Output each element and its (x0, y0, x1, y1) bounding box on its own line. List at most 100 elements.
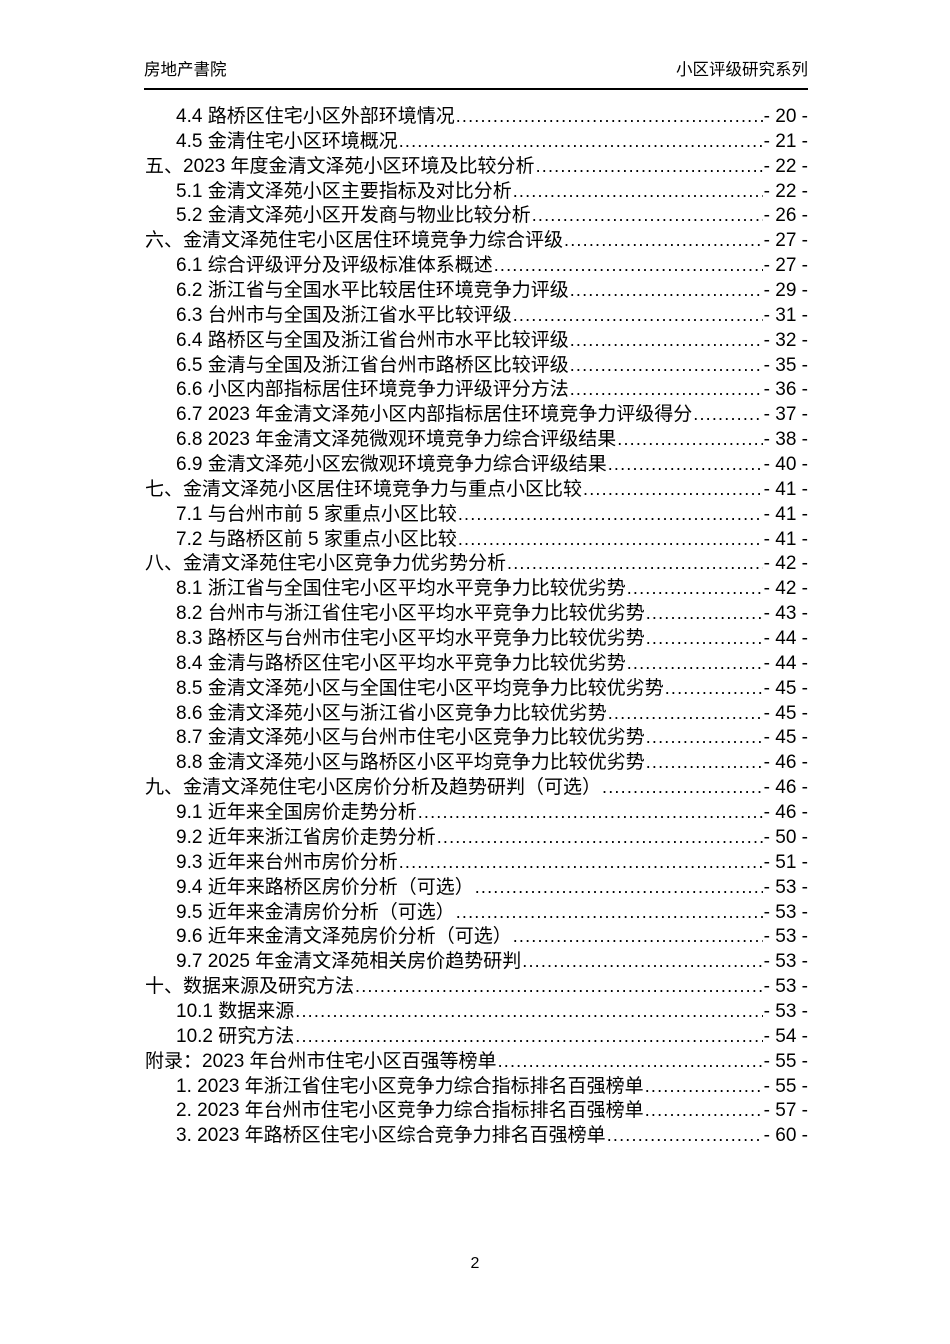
toc-entry[interactable]: 七、金清文泽苑小区居住环境竞争力与重点小区比较 - 41 - (145, 477, 808, 502)
toc-entry[interactable]: 8.2 台州市与浙江省住宅小区平均水平竞争力比较优劣势 - 43 - (145, 601, 808, 626)
toc-dot-leader (646, 725, 763, 750)
page-header: 房地产書院 小区评级研究系列 (144, 60, 808, 90)
toc-entry-label: 7.1 与台州市前 5 家重点小区比较 (176, 503, 457, 525)
toc-entry[interactable]: 8.7 金清文泽苑小区与台州市住宅小区竞争力比较优劣势 - 45 - (145, 725, 808, 750)
toc-entry[interactable]: 8.4 金清与路桥区住宅小区平均水平竞争力比较优劣势 - 44 - (145, 651, 808, 676)
toc-entry[interactable]: 9.4 近年来路桥区房价分析（可选） - 53 - (145, 875, 808, 900)
toc-entry-page: - 32 - (763, 329, 808, 351)
toc-entry[interactable]: 6.2 浙江省与全国水平比较居住环境竞争力评级 - 29 - (145, 278, 808, 303)
toc-entry[interactable]: 7.2 与路桥区前 5 家重点小区比较 - 41 - (145, 527, 808, 552)
toc-entry[interactable]: 4.5 金清住宅小区环境概况 - 21 - (145, 129, 808, 154)
toc-dot-leader (570, 377, 763, 402)
toc-entry-page: - 45 - (763, 702, 808, 724)
toc-entry-label: 8.6 金清文泽苑小区与浙江省小区竞争力比较优劣势 (176, 702, 607, 724)
toc-entry[interactable]: 8.3 路桥区与台州市住宅小区平均水平竞争力比较优劣势 - 44 - (145, 626, 808, 651)
toc-dot-leader (437, 825, 763, 850)
toc-entry[interactable]: 6.8 2023 年金清文泽苑微观环境竞争力综合评级结果 - 38 - (145, 427, 808, 452)
toc-dot-leader (608, 452, 763, 477)
toc-entry[interactable]: 6.7 2023 年金清文泽苑小区内部指标居住环境竞争力评级得分 - 37 - (145, 402, 808, 427)
toc-entry[interactable]: 十、数据来源及研究方法 - 53 - (145, 974, 808, 999)
toc-entry-label: 8.3 路桥区与台州市住宅小区平均水平竞争力比较优劣势 (176, 628, 645, 650)
toc-entry-page: - 53 - (763, 976, 808, 998)
toc-dot-leader (399, 129, 763, 154)
toc-entry-page: - 41 - (763, 528, 808, 550)
toc-entry-label: 6.4 路桥区与全国及浙江省台州市水平比较评级 (176, 329, 569, 351)
toc-entry-page: - 43 - (763, 603, 808, 625)
toc-entry-page: - 45 - (763, 727, 808, 749)
toc-dot-leader (532, 203, 763, 228)
header-left-title: 房地产書院 (144, 61, 227, 79)
toc-entry-label: 9.4 近年来路桥区房价分析（可选） (176, 876, 474, 898)
toc-entry-page: - 42 - (763, 553, 808, 575)
toc-entry-label: 6.6 小区内部指标居住环境竞争力评级评分方法 (176, 379, 569, 401)
toc-entry-page: - 46 - (763, 802, 808, 824)
toc-entry-label: 6.3 台州市与全国及浙江省水平比较评级 (176, 304, 512, 326)
toc-entry[interactable]: 4.4 路桥区住宅小区外部环境情况 - 20 - (145, 104, 808, 129)
toc-entry-label: 6.9 金清文泽苑小区宏微观环境竞争力综合评级结果 (176, 454, 607, 476)
toc-entry-page: - 29 - (763, 280, 808, 302)
toc-entry[interactable]: 6.9 金清文泽苑小区宏微观环境竞争力综合评级结果 - 40 - (145, 452, 808, 477)
toc-entry-page: - 54 - (763, 1025, 808, 1047)
toc-dot-leader (646, 626, 763, 651)
toc-entry[interactable]: 5.1 金清文泽苑小区主要指标及对比分析 - 22 - (145, 179, 808, 204)
toc-entry[interactable]: 8.1 浙江省与全国住宅小区平均水平竞争力比较优劣势 - 42 - (145, 576, 808, 601)
toc-dot-leader (522, 949, 762, 974)
toc-entry-label: 6.7 2023 年金清文泽苑小区内部指标居住环境竞争力评级得分 (176, 404, 693, 426)
toc-entry[interactable]: 9.1 近年来全国房价走势分析 - 46 - (145, 800, 808, 825)
toc-entry[interactable]: 10.2 研究方法 - 54 - (145, 1024, 808, 1049)
toc-entry[interactable]: 6.3 台州市与全国及浙江省水平比较评级 - 31 - (145, 303, 808, 328)
toc-entry[interactable]: 8.8 金清文泽苑小区与路桥区小区平均竞争力比较优劣势 - 46 - (145, 750, 808, 775)
toc-dot-leader (570, 328, 763, 353)
toc-entry[interactable]: 5.2 金清文泽苑小区开发商与物业比较分析 - 26 - (145, 203, 808, 228)
toc-entry[interactable]: 八、金清文泽苑住宅小区竞争力优劣势分析 - 42 - (145, 551, 808, 576)
toc-entry-page: - 45 - (763, 677, 808, 699)
toc-entry[interactable]: 10.1 数据来源 - 53 - (145, 999, 808, 1024)
toc-entry-label: 8.2 台州市与浙江省住宅小区平均水平竞争力比较优劣势 (176, 603, 645, 625)
toc-entry-page: - 22 - (763, 180, 808, 202)
toc-entry-label: 八、金清文泽苑住宅小区竞争力优劣势分析 (145, 553, 507, 575)
toc-entry-page: - 38 - (763, 429, 808, 451)
toc-entry[interactable]: 7.1 与台州市前 5 家重点小区比较 - 41 - (145, 502, 808, 527)
toc-entry[interactable]: 1. 2023 年浙江省住宅小区竞争力综合指标排名百强榜单 - 55 - (145, 1074, 808, 1099)
toc-entry[interactable]: 6.6 小区内部指标居住环境竞争力评级评分方法 - 36 - (145, 377, 808, 402)
toc-entry[interactable]: 附录：2023 年台州市住宅小区百强等榜单 - 55 - (145, 1049, 808, 1074)
toc-entry-page: - 51 - (763, 851, 808, 873)
toc-entry-page: - 46 - (763, 777, 808, 799)
toc-entry[interactable]: 8.5 金清文泽苑小区与全国住宅小区平均竞争力比较优劣势 - 45 - (145, 676, 808, 701)
toc-dot-leader (646, 750, 763, 775)
toc-dot-leader (564, 228, 763, 253)
toc-entry-label: 五、2023 年度金清文泽苑小区环境及比较分析 (145, 155, 535, 177)
toc-dot-leader (627, 576, 763, 601)
toc-entry[interactable]: 6.4 路桥区与全国及浙江省台州市水平比较评级 - 32 - (145, 328, 808, 353)
toc-entry[interactable]: 9.3 近年来台州市房价分析 - 51 - (145, 850, 808, 875)
toc-entry[interactable]: 六、金清文泽苑住宅小区居住环境竞争力综合评级 - 27 - (145, 228, 808, 253)
toc-entry-page: - 53 - (763, 1000, 808, 1022)
toc-entry-label: 4.5 金清住宅小区环境概况 (176, 130, 398, 152)
toc-dot-leader (645, 1098, 763, 1123)
toc-dot-leader (570, 278, 763, 303)
toc-entry[interactable]: 9.7 2025 年金清文泽苑相关房价趋势研判 - 53 - (145, 949, 808, 974)
toc-entry[interactable]: 9.6 近年来金清文泽苑房价分析（可选） - 53 - (145, 924, 808, 949)
toc-entry-page: - 42 - (763, 578, 808, 600)
toc-entry[interactable]: 2. 2023 年台州市住宅小区竞争力综合指标排名百强榜单 - 57 - (145, 1098, 808, 1123)
toc-entry[interactable]: 五、2023 年度金清文泽苑小区环境及比较分析 - 22 - (145, 154, 808, 179)
toc-entry-label: 10.2 研究方法 (176, 1025, 295, 1047)
toc-entry[interactable]: 9.2 近年来浙江省房价走势分析 - 50 - (145, 825, 808, 850)
toc-dot-leader (646, 601, 763, 626)
toc-dot-leader (570, 353, 763, 378)
toc-entry-label: 10.1 数据来源 (176, 1000, 295, 1022)
toc-entry-label: 9.5 近年来金清房价分析（可选） (176, 901, 455, 923)
toc-entry[interactable]: 6.1 综合评级评分及评级标准体系概述 - 27 - (145, 253, 808, 278)
toc-dot-leader (507, 551, 763, 576)
toc-entry-page: - 44 - (763, 628, 808, 650)
toc-entry[interactable]: 3. 2023 年路桥区住宅小区综合竞争力排名百强榜单 - 60 - (145, 1123, 808, 1148)
toc-entry-label: 六、金清文泽苑住宅小区居住环境竞争力综合评级 (145, 230, 564, 252)
toc-entry[interactable]: 6.5 金清与全国及浙江省台州市路桥区比较评级 - 35 - (145, 353, 808, 378)
toc-entry[interactable]: 九、金清文泽苑住宅小区房价分析及趋势研判（可选） - 46 - (145, 775, 808, 800)
toc-entry-page: - 40 - (763, 454, 808, 476)
toc-dot-leader (693, 402, 762, 427)
toc-entry[interactable]: 8.6 金清文泽苑小区与浙江省小区竞争力比较优劣势 - 45 - (145, 701, 808, 726)
toc-entry[interactable]: 9.5 近年来金清房价分析（可选） - 53 - (145, 900, 808, 925)
toc-entry-label: 附录：2023 年台州市住宅小区百强等榜单 (145, 1050, 497, 1072)
